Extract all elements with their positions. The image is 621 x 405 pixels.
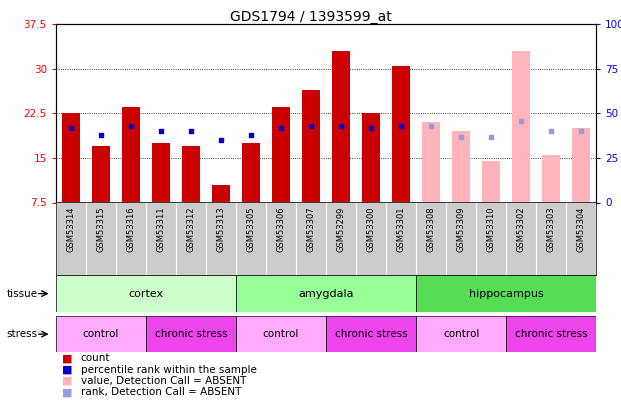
Text: GSM53316: GSM53316 — [127, 206, 135, 252]
Point — [246, 132, 256, 138]
Bar — [506, 316, 596, 352]
Text: count: count — [81, 354, 111, 363]
Bar — [272, 107, 290, 202]
Bar — [416, 316, 506, 352]
Point — [366, 124, 376, 131]
Text: ■: ■ — [62, 376, 73, 386]
Text: GSM53301: GSM53301 — [397, 206, 406, 252]
Bar — [362, 113, 380, 202]
Text: GSM53303: GSM53303 — [546, 206, 556, 252]
Bar — [122, 107, 140, 202]
Point — [186, 128, 196, 134]
Text: rank, Detection Call = ABSENT: rank, Detection Call = ABSENT — [81, 388, 241, 397]
Text: GSM53314: GSM53314 — [66, 206, 75, 252]
Point — [546, 128, 556, 134]
Text: ■: ■ — [62, 365, 73, 375]
Text: stress: stress — [6, 329, 37, 339]
Point — [516, 117, 526, 124]
Bar — [302, 90, 320, 202]
Text: amygdala: amygdala — [298, 289, 354, 298]
Bar — [572, 128, 590, 202]
Point — [576, 128, 586, 134]
Text: GSM53312: GSM53312 — [186, 206, 196, 252]
Text: percentile rank within the sample: percentile rank within the sample — [81, 365, 256, 375]
Point — [276, 124, 286, 131]
Bar — [242, 143, 260, 202]
Bar — [392, 66, 410, 202]
Text: GSM53305: GSM53305 — [247, 206, 255, 252]
Text: GSM53304: GSM53304 — [577, 206, 586, 252]
Point — [456, 133, 466, 140]
Bar — [152, 143, 170, 202]
Text: GSM53299: GSM53299 — [337, 206, 345, 252]
Bar — [422, 122, 440, 202]
Text: control: control — [263, 329, 299, 339]
Point — [486, 133, 496, 140]
Bar — [212, 185, 230, 202]
Bar — [452, 131, 470, 202]
Text: GSM53307: GSM53307 — [307, 206, 315, 252]
Bar — [56, 275, 236, 312]
Bar — [62, 113, 80, 202]
Text: GSM53302: GSM53302 — [517, 206, 525, 252]
Text: ■: ■ — [62, 354, 73, 363]
Point — [216, 137, 226, 143]
Point — [396, 123, 406, 129]
Bar — [332, 51, 350, 202]
Point — [306, 123, 316, 129]
Text: GSM53315: GSM53315 — [96, 206, 106, 252]
Bar — [326, 316, 416, 352]
Bar — [146, 316, 236, 352]
Bar — [182, 146, 200, 202]
Text: GDS1794 / 1393599_at: GDS1794 / 1393599_at — [230, 10, 391, 24]
Bar — [482, 161, 500, 202]
Text: control: control — [83, 329, 119, 339]
Bar — [92, 146, 110, 202]
Text: chronic stress: chronic stress — [515, 329, 587, 339]
Bar — [542, 155, 560, 202]
Text: GSM53306: GSM53306 — [276, 206, 286, 252]
Point — [336, 123, 346, 129]
Point — [156, 128, 166, 134]
Bar — [236, 316, 326, 352]
Text: GSM53300: GSM53300 — [366, 206, 376, 252]
Text: chronic stress: chronic stress — [335, 329, 407, 339]
Bar — [236, 275, 416, 312]
Text: value, Detection Call = ABSENT: value, Detection Call = ABSENT — [81, 376, 246, 386]
Point — [426, 123, 436, 129]
Text: GSM53311: GSM53311 — [156, 206, 165, 252]
Text: ■: ■ — [62, 388, 73, 397]
Bar — [512, 51, 530, 202]
Text: cortex: cortex — [129, 289, 163, 298]
Text: GSM53313: GSM53313 — [217, 206, 225, 252]
Text: chronic stress: chronic stress — [155, 329, 227, 339]
Bar — [56, 316, 146, 352]
Point — [66, 124, 76, 131]
Text: GSM53308: GSM53308 — [427, 206, 435, 252]
Text: control: control — [443, 329, 479, 339]
Point — [126, 123, 136, 129]
Text: tissue: tissue — [6, 289, 37, 298]
Point — [96, 132, 106, 138]
Bar — [416, 275, 596, 312]
Text: GSM53309: GSM53309 — [456, 206, 466, 252]
Text: hippocampus: hippocampus — [469, 289, 543, 298]
Text: GSM53310: GSM53310 — [487, 206, 496, 252]
